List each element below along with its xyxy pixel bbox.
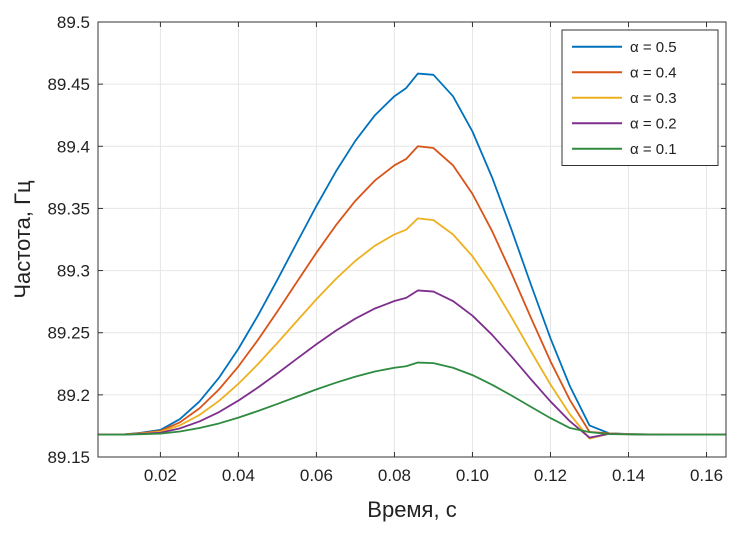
ticks-layer: 0.02 0.04 0.06 0.08 0.10 0.12 0.14 0.16 89.15 89.… [47, 13, 726, 485]
x-tick-label: 0.14 [612, 466, 645, 485]
legend-label-2: α = 0.4 [630, 64, 677, 81]
series-line-2 [98, 145, 726, 436]
x-tick-label: 0.16 [690, 466, 723, 485]
series-line-5 [98, 361, 726, 436]
series-layer [98, 72, 726, 440]
y-axis-label: Частота, Гц [10, 180, 35, 299]
y-tick-label: 89.25 [47, 324, 90, 343]
legend: α = 0.5 α = 0.4 α = 0.3 α = 0.2 α = 0.1 [561, 29, 719, 166]
legend-label-5: α = 0.1 [630, 141, 677, 158]
x-tick-label: 0.08 [378, 466, 411, 485]
legend-label-3: α = 0.3 [630, 90, 677, 107]
x-tick-label: 0.10 [456, 466, 489, 485]
x-axis-label: Время, с [367, 497, 456, 522]
plot-frame [97, 21, 727, 458]
x-tick-label: 0.12 [534, 466, 567, 485]
x-tick-label: 0.06 [300, 466, 333, 485]
y-tick-label: 89.4 [57, 137, 90, 156]
x-tick-label: 0.04 [222, 466, 255, 485]
x-tick-label: 0.02 [144, 466, 177, 485]
y-tick-label: 89.35 [47, 199, 90, 218]
y-tick-label: 89.5 [57, 13, 90, 32]
y-tick-label: 89.15 [47, 448, 90, 467]
y-tick-label: 89.3 [57, 262, 90, 281]
series-line-3 [98, 217, 726, 440]
y-tick-label: 89.45 [47, 75, 90, 94]
legend-label-4: α = 0.2 [630, 115, 677, 132]
legend-label-1: α = 0.5 [630, 39, 677, 56]
y-tick-label: 89.2 [57, 386, 90, 405]
